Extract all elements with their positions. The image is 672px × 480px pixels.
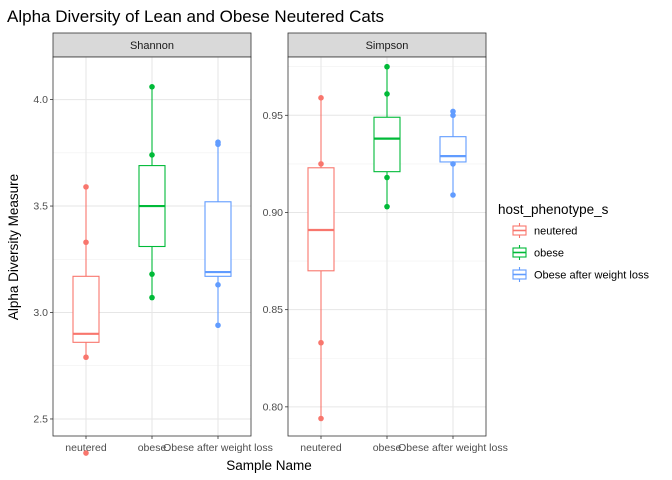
x-tick-label: Obese after weight loss [398,442,508,454]
boxplot-2 [204,139,232,329]
y-tick-label: 0.80 [263,401,284,413]
box [373,116,401,173]
data-point [215,282,221,288]
box [204,201,232,277]
facet-strip [287,32,487,58]
x-tick-label: neutered [65,442,107,454]
data-point [318,339,324,346]
panel-border [52,56,252,437]
y-axis-label: Alpha Diversity Measure [6,174,21,320]
x-axis-label: Sample Name [226,458,312,473]
y-tick-label: 0.85 [263,304,284,316]
chart-title: Alpha Diversity of Lean and Obese Neuter… [7,7,384,26]
data-point [384,203,390,210]
data-point [215,139,221,145]
data-point [149,84,155,90]
legend-label: Obese after weight loss [534,270,649,282]
box [307,167,335,272]
data-point [149,294,155,301]
facet-strip-label: Shannon [130,40,174,52]
legend-item-0: neutered [511,222,577,239]
y-tick-label: 4.0 [33,94,48,106]
data-point [83,354,89,361]
boxplot-0 [307,95,335,422]
data-point [83,450,89,456]
legend-label: obese [534,248,564,260]
data-point [384,63,390,70]
legend-title: host_phenotype_s [498,202,609,217]
data-point [450,108,456,115]
data-point [149,271,155,277]
y-tick-label: 0.95 [263,110,284,122]
data-point [384,91,390,97]
legend-label: neutered [534,226,577,238]
boxplot-1 [138,84,166,301]
data-point [384,174,390,181]
data-point [318,95,324,101]
panel-simpson: Simpson 0.80 0.85 0.90 0.95 neutered obeseObes… [263,32,508,454]
x-tick-label: Obese after weight loss [163,442,273,454]
facet-strip-label: Simpson [366,40,409,52]
legend-item-2: Obese after weight loss [511,266,649,283]
legend: neutered obese Obese after weight loss [511,222,649,283]
data-point [318,415,324,422]
data-point [450,192,456,198]
y-tick-label: 2.5 [33,413,48,425]
x-tick-label: obese [138,442,167,454]
data-point [149,152,155,158]
y-tick-label: 0.90 [263,207,284,219]
facet-strip [52,32,252,58]
data-point [318,161,324,167]
x-tick-label: neutered [300,442,342,454]
y-tick-label: 3.0 [33,307,48,319]
data-point [450,112,456,119]
legend-item-1: obese [511,244,564,261]
box [72,275,100,343]
y-tick-label: 3.5 [33,201,48,213]
box [439,136,467,163]
boxplot-1 [373,63,401,210]
data-point [83,184,89,190]
data-point [450,161,456,167]
boxplot-0 [72,184,100,456]
x-tick-label: obese [373,442,402,454]
boxplot-2 [439,108,467,198]
data-point [83,239,89,246]
data-point [215,322,221,329]
panel-border [287,56,487,437]
